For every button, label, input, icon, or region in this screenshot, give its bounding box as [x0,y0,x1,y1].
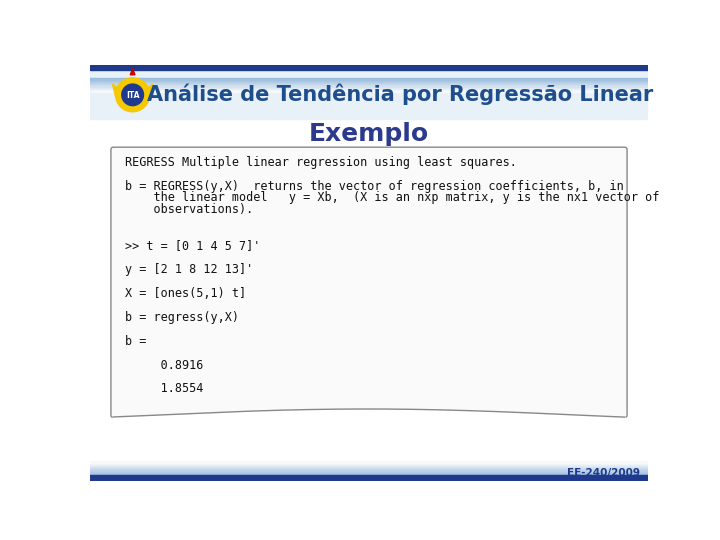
Polygon shape [143,84,153,96]
Text: Análise de Tendência por Regressão Linear: Análise de Tendência por Regressão Linea… [147,83,653,105]
Bar [90,79,648,80]
Bar [90,468,648,469]
Bar [90,70,648,119]
Text: 0.8916: 0.8916 [125,359,203,372]
Text: 1.8554: 1.8554 [125,382,203,395]
Bar [90,472,648,473]
Bar [90,464,648,465]
Bar [90,86,648,87]
Text: X = [ones(5,1) t]: X = [ones(5,1) t] [125,287,246,300]
Text: ITA: ITA [126,91,140,100]
Bar [90,82,648,83]
Polygon shape [130,69,135,75]
Bar [90,474,648,475]
Text: b =: b = [125,335,146,348]
Text: observations).: observations). [125,204,253,217]
FancyBboxPatch shape [111,147,627,417]
Bar [90,467,648,468]
Bar [90,90,648,91]
Bar [90,83,648,84]
Bar [90,466,648,467]
Text: Exemplo: Exemplo [309,122,429,146]
Text: the linear model   y = Xb,  (X is an nxp matrix, y is the nx1 vector of: the linear model y = Xb, (X is an nxp ma… [125,192,660,205]
Bar [90,470,648,472]
Bar [90,84,648,85]
Text: >> t = [0 1 4 5 7]': >> t = [0 1 4 5 7]' [125,239,260,252]
Bar [90,89,648,90]
Bar [90,78,648,79]
Bar [90,65,648,70]
Text: b = REGRESS(y,X)  returns the vector of regression coefficients, b, in: b = REGRESS(y,X) returns the vector of r… [125,179,624,193]
Bar [90,465,648,466]
Bar [90,91,648,92]
Bar [90,469,648,470]
Circle shape [122,84,143,106]
Bar [90,87,648,89]
Bar [90,80,648,82]
Bar [90,65,648,119]
Bar [90,85,648,86]
Polygon shape [112,84,122,96]
Text: b = regress(y,X): b = regress(y,X) [125,311,239,324]
Bar [90,473,648,474]
Bar [90,462,648,464]
Text: EE-240/2009: EE-240/2009 [567,468,640,478]
Text: REGRESS Multiple linear regression using least squares.: REGRESS Multiple linear regression using… [125,156,517,168]
Circle shape [116,78,150,112]
Text: y = [2 1 8 12 13]': y = [2 1 8 12 13]' [125,263,253,276]
Bar [90,475,648,481]
Bar [90,461,648,462]
